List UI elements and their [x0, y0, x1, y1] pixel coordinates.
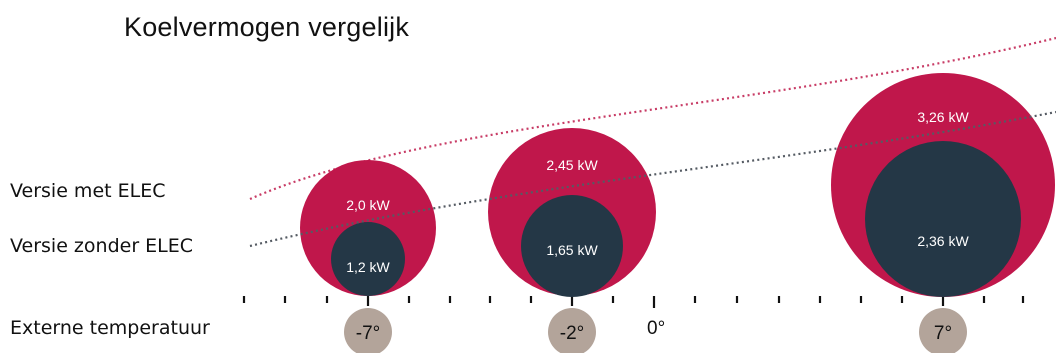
circle-without-elec: [865, 141, 1021, 297]
value-with-elec: 2,45 kW: [546, 157, 598, 173]
temp-badge: [548, 308, 596, 353]
circle-without-elec: [331, 222, 405, 296]
temp-label: -2°: [560, 323, 585, 344]
temperature-axis: [242, 296, 1025, 308]
zero-temp-label: 0°: [647, 318, 666, 339]
temp-badge: [919, 308, 967, 353]
value-without-elec: 2,36 kW: [917, 233, 969, 249]
value-without-elec: 1,65 kW: [546, 242, 598, 258]
temp-label: 7°: [934, 323, 952, 344]
value-with-elec: 3,26 kW: [917, 109, 969, 125]
label-with-elec: Versie met ELEC: [10, 180, 166, 202]
temp-label: -7°: [356, 323, 381, 344]
label-external-temperature: Externe temperatuur: [10, 317, 210, 339]
circle-without-elec: [521, 195, 623, 297]
trend-line-with-elec: [249, 36, 1056, 201]
point-minus-2: 2,45 kW 1,65 kW -2°: [488, 128, 656, 353]
value-without-elec: 1,2 kW: [346, 259, 390, 275]
temp-badge: [344, 308, 392, 353]
value-with-elec: 2,0 kW: [346, 197, 390, 213]
label-without-elec: Versie zonder ELEC: [10, 235, 194, 257]
page-title: Koelvermogen vergelijk: [124, 12, 410, 42]
point-7: 3,26 kW 2,36 kW 7°: [831, 73, 1055, 353]
point-minus-7: 2,0 kW 1,2 kW -7°: [300, 160, 436, 353]
